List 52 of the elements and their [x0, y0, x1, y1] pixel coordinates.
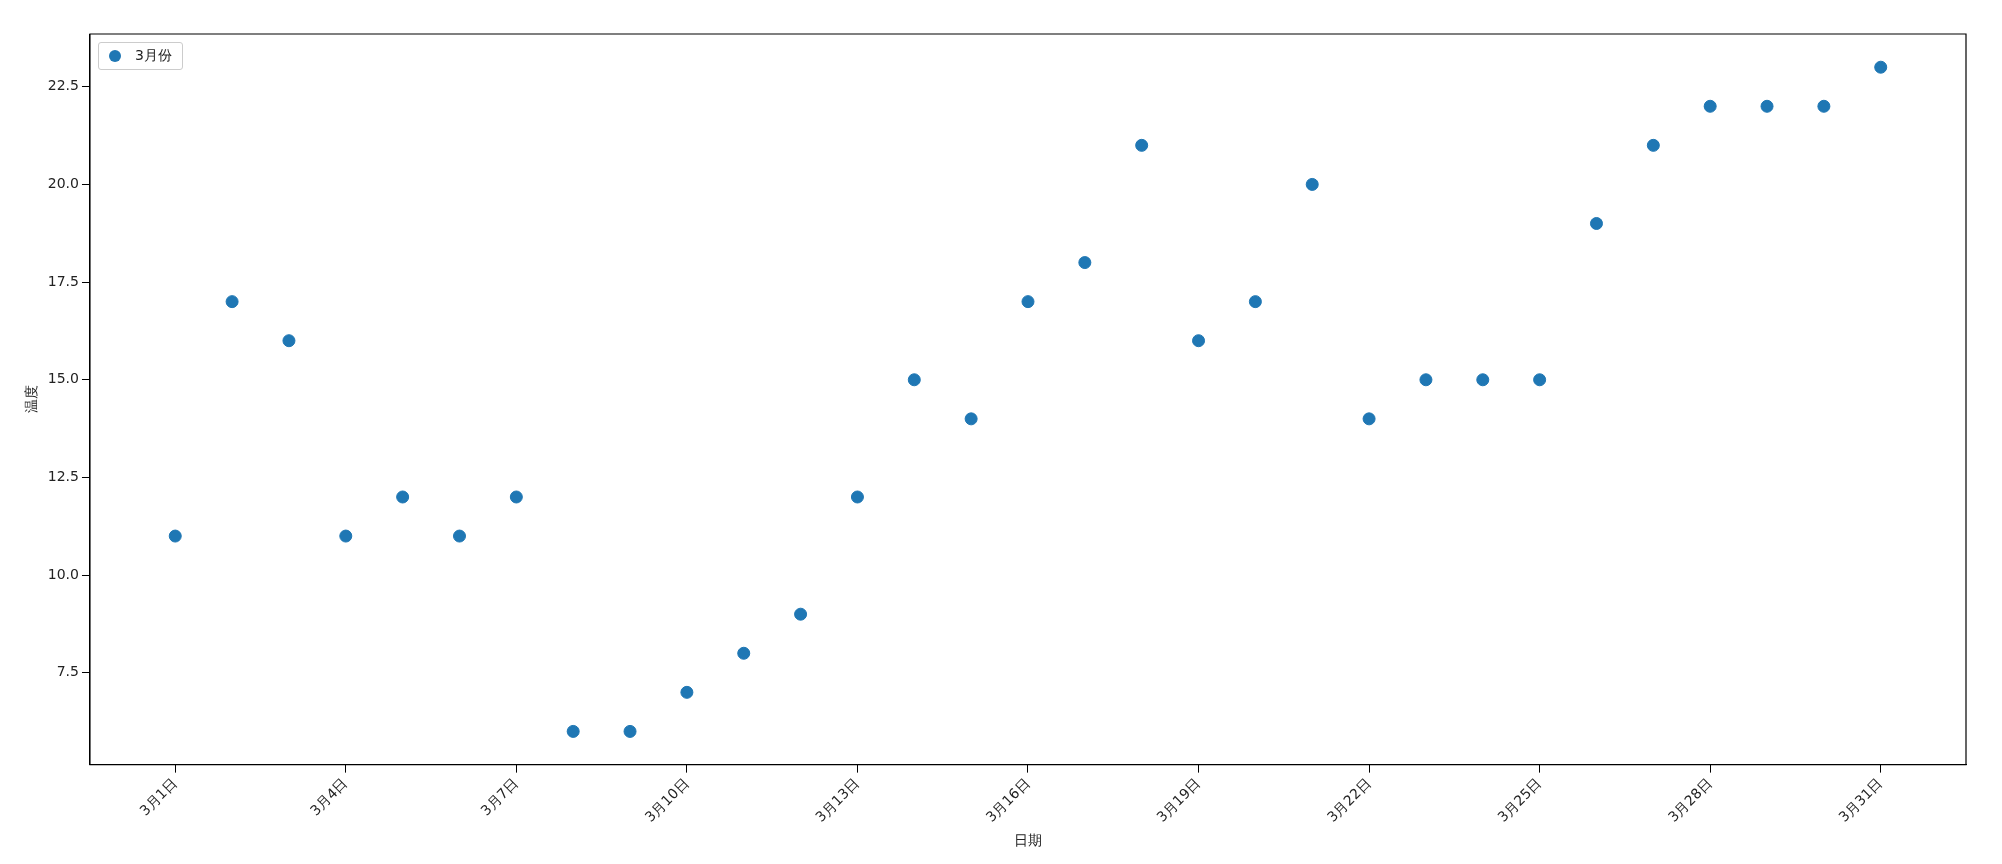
point [1305, 177, 1319, 191]
point [1192, 334, 1206, 348]
point [1646, 138, 1660, 152]
point [396, 490, 410, 504]
x-tick-label: 3月28日 [1664, 774, 1715, 825]
point [1362, 412, 1376, 426]
point [794, 607, 808, 621]
point [1874, 60, 1888, 74]
point [339, 529, 353, 543]
x-tick-label: 3月1日 [136, 774, 180, 819]
y-tick-label: 15.0 [47, 370, 79, 387]
y-tick-label: 22.5 [47, 77, 79, 94]
point [1135, 138, 1149, 152]
point [452, 529, 466, 543]
point [509, 490, 523, 504]
y-tick-label: 10.0 [47, 565, 79, 582]
point [1703, 99, 1717, 113]
point [623, 724, 637, 738]
point [680, 685, 694, 699]
legend-label: 3月份 [134, 47, 172, 65]
point [225, 295, 239, 309]
point [1589, 216, 1603, 230]
x-axis-title: 日期 [1013, 832, 1042, 849]
point [1021, 295, 1035, 309]
point [168, 529, 182, 543]
x-tick-label: 3月16日 [982, 774, 1033, 825]
x-tick-label: 3月22日 [1323, 774, 1374, 825]
x-tick-label: 3月31日 [1835, 774, 1886, 825]
y-tick-label: 12.5 [47, 468, 79, 485]
point [1419, 373, 1433, 387]
point [1760, 99, 1774, 113]
y-tick-label: 20.0 [47, 175, 79, 192]
y-tick-label: 17.5 [47, 272, 79, 289]
point [850, 490, 864, 504]
x-tick-label: 3月25日 [1494, 774, 1545, 825]
point [964, 412, 978, 426]
x-tick-label: 3月7日 [477, 774, 522, 819]
point [907, 373, 921, 387]
x-tick-label: 3月4日 [306, 774, 351, 819]
y-tick-label: 7.5 [56, 663, 79, 680]
x-tick-label: 3月10日 [641, 774, 692, 825]
point [1817, 99, 1831, 113]
point [1078, 256, 1092, 270]
point [1248, 295, 1262, 309]
y-axis-title: 温度 [23, 385, 40, 414]
point [566, 724, 580, 738]
point [1533, 373, 1547, 387]
x-tick-label: 3月19日 [1153, 774, 1204, 825]
point [1476, 373, 1490, 387]
point [737, 646, 751, 660]
point [282, 334, 296, 348]
x-tick-label: 3月13日 [812, 774, 863, 825]
